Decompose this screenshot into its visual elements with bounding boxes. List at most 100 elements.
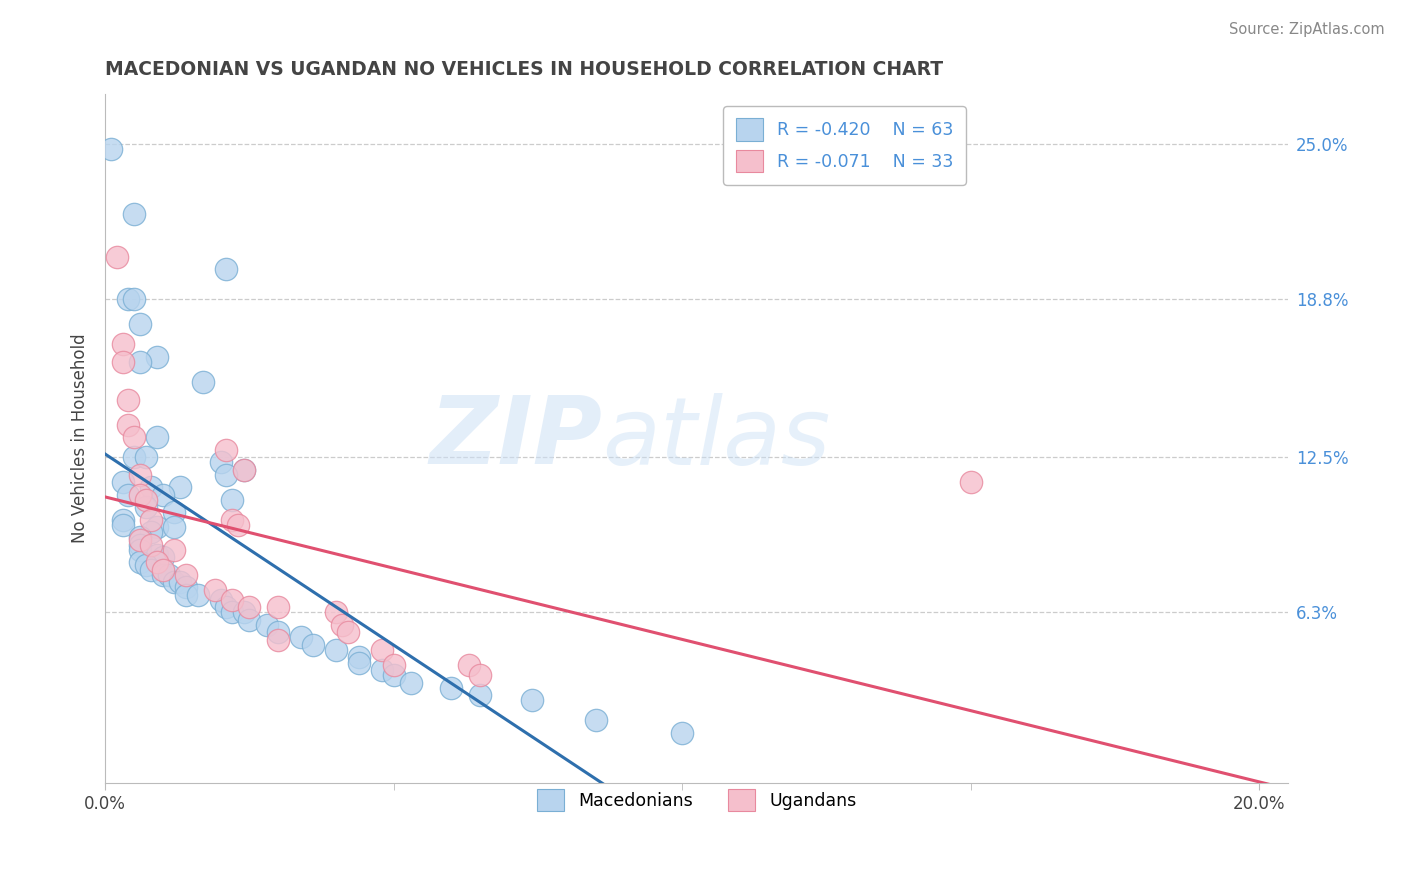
Point — [100, 142, 122, 156]
Point — [152, 567, 174, 582]
Point — [146, 430, 169, 444]
Point — [141, 563, 163, 577]
Point — [232, 606, 254, 620]
Point — [267, 625, 290, 640]
Point — [330, 618, 353, 632]
Point — [141, 538, 163, 552]
Point — [135, 500, 157, 515]
Point — [111, 513, 134, 527]
Point — [117, 392, 139, 407]
Point — [215, 262, 238, 277]
Point — [152, 550, 174, 565]
Point — [122, 450, 145, 465]
Point — [135, 450, 157, 465]
Point — [122, 430, 145, 444]
Point — [163, 542, 186, 557]
Point — [128, 467, 150, 482]
Point — [105, 250, 128, 264]
Point — [221, 593, 243, 607]
Point — [152, 488, 174, 502]
Point — [256, 618, 278, 632]
Y-axis label: No Vehicles in Household: No Vehicles in Household — [72, 334, 89, 543]
Point — [111, 517, 134, 532]
Point — [128, 555, 150, 569]
Point — [267, 632, 290, 647]
Point — [117, 417, 139, 432]
Text: Source: ZipAtlas.com: Source: ZipAtlas.com — [1229, 22, 1385, 37]
Point — [128, 355, 150, 369]
Point — [232, 463, 254, 477]
Point — [290, 631, 312, 645]
Point — [128, 542, 150, 557]
Point — [209, 455, 232, 469]
Point — [959, 475, 981, 490]
Point — [174, 580, 197, 594]
Point — [146, 548, 169, 562]
Point — [221, 606, 243, 620]
Point — [146, 520, 169, 534]
Point — [128, 530, 150, 544]
Point — [325, 606, 347, 620]
Text: atlas: atlas — [602, 392, 830, 483]
Point — [111, 475, 134, 490]
Point — [209, 593, 232, 607]
Point — [347, 656, 370, 670]
Point — [157, 567, 180, 582]
Point — [128, 533, 150, 547]
Point — [302, 638, 325, 652]
Point — [117, 488, 139, 502]
Point — [215, 467, 238, 482]
Point — [141, 480, 163, 494]
Point — [174, 588, 197, 602]
Point — [215, 442, 238, 457]
Point — [135, 558, 157, 572]
Point — [371, 663, 394, 677]
Point — [585, 713, 607, 727]
Point — [336, 625, 359, 640]
Point — [146, 350, 169, 364]
Point — [174, 567, 197, 582]
Legend: Macedonians, Ugandans: Macedonians, Ugandans — [524, 777, 869, 823]
Point — [238, 613, 260, 627]
Point — [128, 538, 150, 552]
Point — [141, 513, 163, 527]
Point — [371, 643, 394, 657]
Point — [186, 588, 208, 602]
Point — [122, 207, 145, 221]
Point — [135, 492, 157, 507]
Point — [226, 517, 249, 532]
Point — [267, 600, 290, 615]
Text: ZIP: ZIP — [429, 392, 602, 484]
Point — [221, 513, 243, 527]
Point — [232, 463, 254, 477]
Point — [122, 293, 145, 307]
Point — [520, 693, 543, 707]
Point — [221, 492, 243, 507]
Point — [128, 318, 150, 332]
Point — [128, 488, 150, 502]
Point — [141, 525, 163, 540]
Point — [111, 355, 134, 369]
Point — [146, 555, 169, 569]
Point — [238, 600, 260, 615]
Point — [382, 668, 405, 682]
Point — [163, 505, 186, 519]
Point — [382, 658, 405, 673]
Point — [457, 658, 479, 673]
Point — [152, 563, 174, 577]
Point — [169, 480, 191, 494]
Text: MACEDONIAN VS UGANDAN NO VEHICLES IN HOUSEHOLD CORRELATION CHART: MACEDONIAN VS UGANDAN NO VEHICLES IN HOU… — [105, 60, 943, 78]
Point — [347, 650, 370, 665]
Point — [671, 725, 693, 739]
Point — [117, 293, 139, 307]
Point — [215, 600, 238, 615]
Point — [325, 643, 347, 657]
Point — [163, 520, 186, 534]
Point — [163, 575, 186, 590]
Point — [470, 668, 492, 682]
Point — [111, 337, 134, 351]
Point — [470, 688, 492, 702]
Point — [204, 582, 226, 597]
Point — [399, 675, 422, 690]
Point — [193, 375, 215, 389]
